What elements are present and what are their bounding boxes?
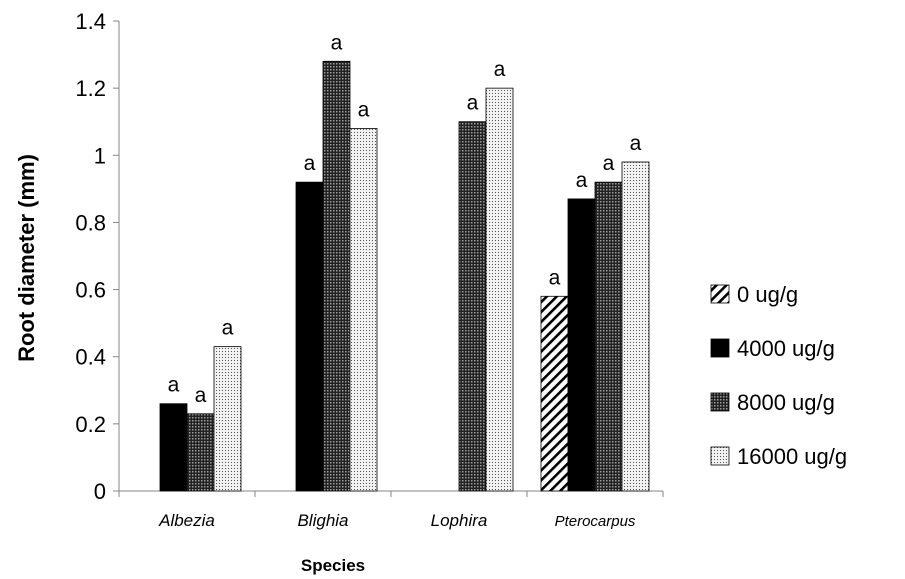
- x-tick-label: Lophira: [431, 511, 488, 530]
- legend-label: 4000 ug/g: [737, 336, 835, 361]
- y-tick-label: 0.4: [75, 345, 106, 370]
- bar: [186, 413, 215, 492]
- bar: [349, 128, 378, 492]
- data-label: a: [222, 317, 234, 340]
- y-tick-label: 0: [94, 479, 106, 504]
- bar: [621, 161, 650, 492]
- y-tick-label: 0.2: [75, 412, 106, 437]
- data-label: a: [304, 152, 316, 175]
- bar: [159, 403, 188, 492]
- y-axis-label: Root diameter (mm): [14, 154, 39, 362]
- y-tick-label: 1: [94, 143, 106, 168]
- data-label: a: [358, 98, 370, 121]
- x-tick-label: Blighia: [297, 511, 348, 530]
- bar: [567, 198, 596, 492]
- data-label: a: [603, 152, 615, 175]
- axes: 0 0.2 0.4 0.6 0.8 1 1.2 1.4 Albezia Blighia Lophir…: [75, 9, 664, 530]
- legend-label: 0 ug/g: [737, 282, 798, 307]
- legend-swatch: [710, 446, 730, 466]
- legend: 0 ug/g 4000 ug/g 8000 ug/g 16000 ug/g: [710, 282, 847, 469]
- x-tick-label: Pterocarpus: [555, 513, 636, 530]
- legend-label: 8000 ug/g: [737, 390, 835, 415]
- legend-swatch: [710, 284, 730, 304]
- data-label: a: [467, 92, 479, 115]
- bar: [540, 295, 569, 492]
- bar: [295, 181, 324, 492]
- y-tick-label: 0.8: [75, 210, 106, 235]
- legend-label: 16000 ug/g: [737, 444, 847, 469]
- data-label: a: [630, 132, 642, 155]
- bar: [594, 181, 623, 492]
- bars: [159, 60, 650, 492]
- y-tick-label: 1.2: [75, 76, 106, 101]
- bar: [485, 87, 514, 492]
- legend-swatch: [710, 392, 730, 412]
- y-tick-label: 0.6: [75, 278, 106, 303]
- data-label: a: [576, 169, 588, 192]
- data-label: a: [331, 31, 343, 54]
- y-tick-label: 1.4: [75, 9, 106, 34]
- data-label: a: [549, 266, 561, 289]
- x-tick-label: Albezia: [158, 511, 215, 530]
- data-label: a: [494, 58, 506, 81]
- x-axis-label: Species: [301, 556, 365, 575]
- legend-swatch: [710, 338, 730, 358]
- bar: [213, 346, 242, 492]
- data-label: a: [168, 374, 180, 397]
- bar: [458, 121, 487, 492]
- data-label: a: [195, 384, 207, 407]
- bar: [322, 60, 351, 492]
